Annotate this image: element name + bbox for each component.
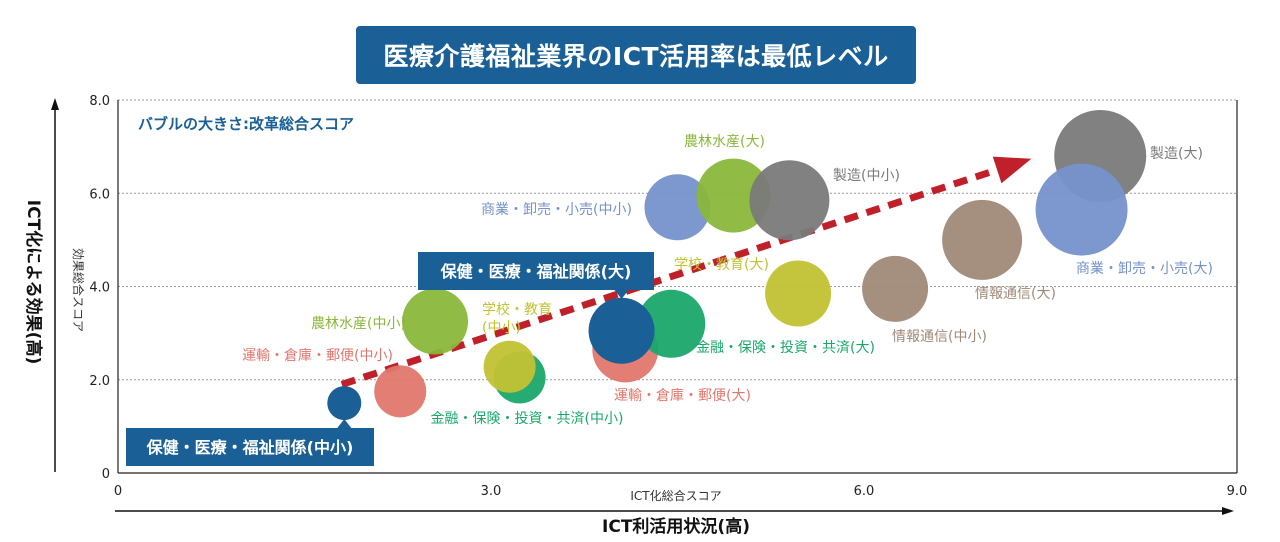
y-tick-label: 0 <box>102 467 110 482</box>
tick-labels: 0 2.0 4.0 6.0 8.0 0 3.0 6.0 9.0 <box>89 94 1247 499</box>
bubble-size-note: バブルの大きさ:改革総合スコア <box>138 115 354 133</box>
highlight-label-pointer <box>337 419 352 428</box>
bubble-label: 学校・教育(大) <box>674 256 769 273</box>
bubble-label: 商業・卸売・小売(大) <box>1076 261 1213 277</box>
bubble-label: 商業・卸売・小売(中小) <box>481 202 632 218</box>
bubble <box>644 174 711 241</box>
y-tick-label: 4.0 <box>89 281 110 296</box>
bubble-label: 農林水産(大) <box>684 134 765 150</box>
y-tick-label: 8.0 <box>89 94 110 109</box>
x-arrow-head <box>1222 507 1234 515</box>
bubble-label: 農林水産(中小) <box>311 316 406 332</box>
highlight-label-pointer <box>614 290 629 299</box>
x-axis-label: ICT化総合スコア <box>630 488 721 503</box>
bubble-label: 金融・保険・投資・共済(中小) <box>431 411 624 427</box>
chart-title-banner: 医療介護福祉業界のICT活用率は最低レベル <box>356 26 916 84</box>
highlight-label-text: 保健・医療・福祉関係(中小) <box>146 438 354 457</box>
bubble-label: 情報通信(中小) <box>892 329 987 345</box>
bubble-label-line: 学校・教育 <box>482 301 552 318</box>
y-tick-label: 6.0 <box>89 187 110 202</box>
y-arrow-head <box>51 98 59 110</box>
bubble <box>749 160 830 241</box>
bubble <box>637 289 706 358</box>
y-axis-title: ICT化による効果(高) <box>23 200 44 364</box>
bubble-label-line: (中小) <box>482 320 521 336</box>
bubble <box>327 386 362 421</box>
bubble <box>588 297 655 364</box>
x-tick-label: 0 <box>114 484 122 499</box>
bubble <box>1035 163 1128 256</box>
bubble <box>942 199 1023 280</box>
bubble <box>765 260 832 327</box>
x-tick-label: 9.0 <box>1227 484 1248 499</box>
x-tick-label: 3.0 <box>481 484 502 499</box>
bubble-label: 学校・教育 (中小) <box>482 301 552 336</box>
bubble-label: 製造(大) <box>1150 146 1203 162</box>
bubble-label: 運輸・倉庫・郵便(中小) <box>242 347 393 364</box>
bubble <box>374 365 427 418</box>
bubble-labels: 保健・医療・福祉関係(中小) 保健・医療・福祉関係(大) 運輸・倉庫・郵便(中小) 農… <box>126 134 1213 466</box>
trend-arrowhead <box>992 156 1032 184</box>
highlight-label-box <box>126 428 374 466</box>
bubble-label: 金融・保険・投資・共済(大) <box>696 340 875 356</box>
bubble <box>862 255 929 322</box>
chart-title: 医療介護福祉業界のICT活用率は最低レベル <box>383 42 889 71</box>
highlight-label-box <box>418 252 654 290</box>
bubbles <box>327 109 1147 421</box>
y-axis-label: 効果総合スコア <box>71 248 86 332</box>
y-tick-label: 2.0 <box>89 374 110 389</box>
x-tick-label: 6.0 <box>854 484 875 499</box>
highlight-label-text: 保健・医療・福祉関係(大) <box>440 262 632 281</box>
bubble <box>402 288 469 355</box>
axes <box>51 98 1234 515</box>
x-axis-title: ICT利活用状況(高) <box>602 516 750 537</box>
bubble-label: 製造(中小) <box>833 168 900 184</box>
bubble-label: 情報通信(大) <box>975 286 1056 302</box>
bubble-label: 運輸・倉庫・郵便(大) <box>614 387 751 404</box>
bubble <box>483 340 536 393</box>
